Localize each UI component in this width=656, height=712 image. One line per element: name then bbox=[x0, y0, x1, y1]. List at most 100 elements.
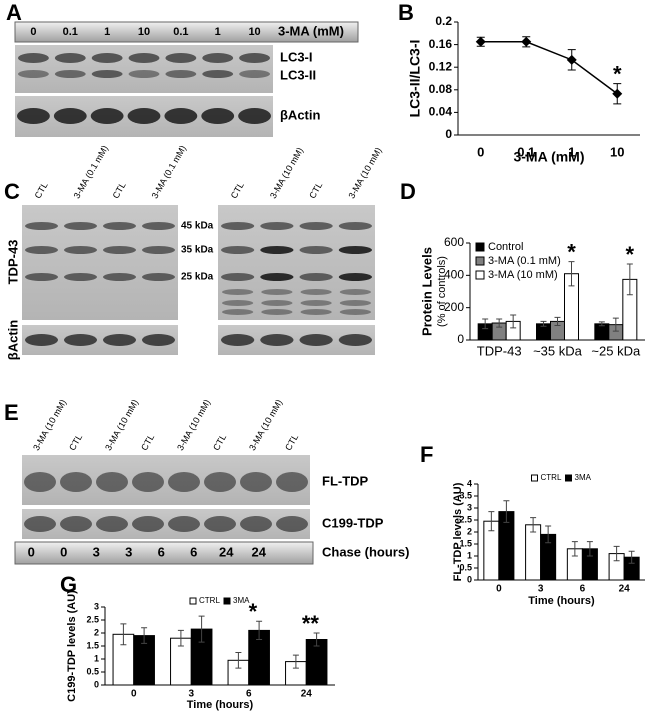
legend-swatch bbox=[223, 597, 231, 605]
blot-band bbox=[24, 516, 56, 532]
blot-band bbox=[261, 309, 293, 315]
legend-swatch bbox=[475, 270, 485, 280]
blot-band bbox=[338, 273, 372, 281]
blot-band bbox=[132, 472, 164, 492]
legend-label: 3-MA (10 mM) bbox=[488, 269, 558, 281]
blot-band bbox=[17, 70, 49, 78]
annotation: ** bbox=[302, 611, 320, 636]
panel-label: G bbox=[60, 572, 77, 597]
blot-band bbox=[96, 472, 128, 492]
lane-label: 3-MA (10 mM) bbox=[347, 146, 384, 200]
error-bar bbox=[177, 629, 184, 647]
blot-band bbox=[201, 108, 235, 124]
x-tick-label: 3 bbox=[538, 584, 544, 595]
blot-band bbox=[238, 108, 271, 124]
error-bar bbox=[586, 541, 593, 557]
lane-label: 3-MA (10 mM) bbox=[268, 146, 305, 200]
chase-value: 3 bbox=[125, 544, 132, 559]
marker bbox=[612, 88, 623, 99]
error-bar bbox=[613, 545, 620, 562]
treatment-bar bbox=[14, 21, 359, 43]
blot-band bbox=[299, 273, 333, 281]
blot-band bbox=[91, 70, 123, 78]
y-tick-label: 0.5 bbox=[459, 562, 472, 572]
y-axis-label: FL-TDP levels (AU) bbox=[452, 482, 464, 581]
y-tick-label: 1 bbox=[94, 653, 99, 663]
blot-band bbox=[103, 273, 136, 281]
error-bar bbox=[141, 627, 148, 644]
blot-band bbox=[299, 246, 333, 254]
legend-swatch bbox=[531, 474, 538, 482]
blot-band bbox=[260, 222, 294, 230]
y-tick-label: 0.08 bbox=[429, 82, 453, 96]
y-tick-label: 0.2 bbox=[435, 14, 452, 28]
band-label: LC3-I bbox=[280, 49, 313, 64]
x-axis-label: Time (hours) bbox=[528, 595, 595, 607]
legend-label: 3MA bbox=[575, 473, 592, 482]
blot-band bbox=[339, 309, 371, 315]
blot-band bbox=[202, 70, 234, 78]
lane-label: 3-MA (10 mM) bbox=[247, 398, 284, 452]
y-tick-label: 600 bbox=[444, 235, 464, 249]
blot-band bbox=[53, 108, 87, 124]
lane-label: 3-MA (0.1 mM) bbox=[150, 144, 188, 201]
x-tick-label: 24 bbox=[301, 689, 313, 700]
lane-label: 3-MA (10 mM) bbox=[175, 398, 212, 452]
marker-label: 45 kDa bbox=[181, 221, 214, 232]
chase-value: 0 bbox=[60, 544, 67, 559]
error-bar bbox=[313, 632, 320, 647]
blot-band bbox=[221, 246, 255, 254]
y-tick-label: 1.5 bbox=[459, 538, 472, 548]
blot-band bbox=[60, 472, 92, 492]
blot-band bbox=[239, 70, 270, 78]
protein-label: TDP-43 bbox=[5, 240, 20, 285]
legend-label: CTRL bbox=[199, 596, 220, 605]
lane-label: CTL bbox=[307, 180, 324, 200]
blot-band bbox=[221, 334, 255, 346]
blot-band bbox=[260, 334, 294, 346]
y-tick-label: 0.16 bbox=[429, 37, 453, 51]
error-bar bbox=[510, 314, 517, 329]
lane-label: 0.1 bbox=[173, 26, 188, 38]
blot-band bbox=[300, 300, 332, 306]
blot-band bbox=[260, 246, 294, 254]
lane-label: CTL bbox=[283, 432, 300, 452]
x-tick-label: 6 bbox=[580, 584, 586, 595]
lane-label: CTL bbox=[111, 180, 128, 200]
blot-band bbox=[168, 472, 200, 492]
error-bar bbox=[292, 654, 299, 669]
blot-band bbox=[25, 273, 58, 281]
blot-band bbox=[165, 53, 197, 63]
blot-band bbox=[103, 246, 136, 254]
y-tick-label: 1.5 bbox=[86, 640, 99, 650]
blot-band bbox=[260, 273, 294, 281]
blot-band bbox=[222, 289, 254, 295]
blot-band bbox=[222, 309, 254, 315]
error-bar bbox=[488, 511, 495, 532]
legend-label: Control bbox=[488, 241, 523, 253]
blot-band bbox=[25, 222, 58, 230]
y-tick-label: 1 bbox=[467, 550, 472, 560]
y-tick-label: 0.04 bbox=[429, 105, 453, 119]
chase-value: 24 bbox=[252, 544, 267, 559]
chase-value: 0 bbox=[28, 544, 35, 559]
x-tick-label: TDP-43 bbox=[477, 343, 522, 358]
annotation: * bbox=[249, 599, 258, 624]
blot-band bbox=[222, 300, 254, 306]
y-axis-label: C199-TDP levels (AU) bbox=[66, 590, 78, 702]
error-bar bbox=[612, 317, 619, 332]
lane-label: 3-MA (10 mM) bbox=[103, 398, 140, 452]
x-tick-label: 3 bbox=[188, 689, 194, 700]
chase-value: 24 bbox=[219, 544, 234, 559]
blot-band bbox=[276, 472, 308, 492]
blot-band bbox=[64, 334, 97, 346]
blot-band bbox=[54, 70, 86, 78]
blot-band bbox=[103, 334, 136, 346]
panel-label: E bbox=[4, 400, 19, 425]
y-tick-label: 2 bbox=[467, 526, 472, 536]
lane-label: CTL bbox=[139, 432, 156, 452]
blot-band bbox=[142, 334, 175, 346]
chase-bar bbox=[14, 541, 314, 565]
error-bar bbox=[235, 652, 242, 669]
lane-label: 0.1 bbox=[63, 26, 78, 38]
